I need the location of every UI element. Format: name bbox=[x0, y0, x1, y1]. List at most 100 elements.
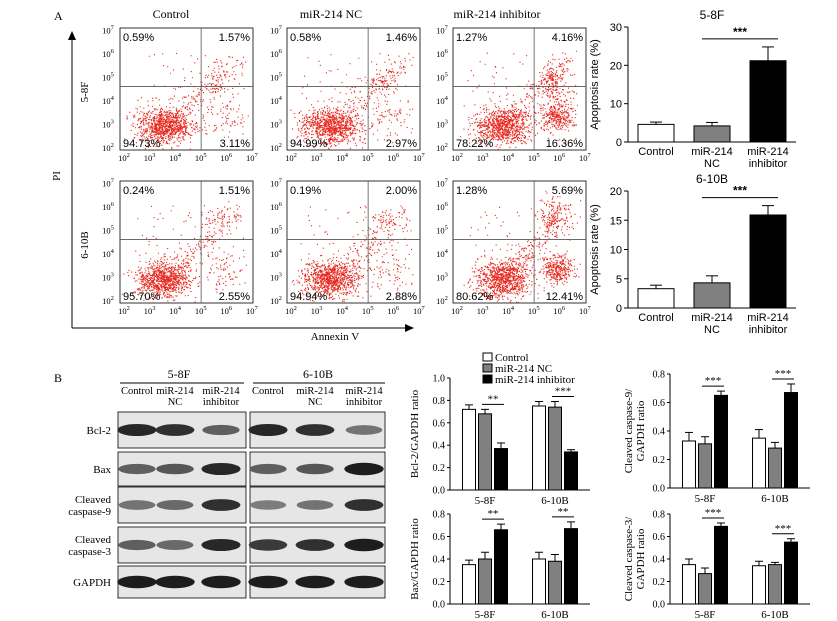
x-tick-label: 102 bbox=[451, 152, 463, 163]
y-tick-label: 5 bbox=[616, 274, 622, 286]
category-label: 5-8F bbox=[695, 609, 716, 621]
flow-column-label-control: Control bbox=[153, 7, 190, 21]
wb-band bbox=[248, 423, 288, 437]
category-label: inhibitor bbox=[749, 324, 788, 336]
y-tick-label: 107 bbox=[436, 178, 449, 189]
cleaved-caspase3-ratio-chart: 0.0 0.2 0.4 0.6 0.8 Cleaved caspase-3/GAPDH r… bbox=[623, 507, 810, 621]
legend-swatch-nc bbox=[482, 363, 493, 373]
y-tick-label: 0 bbox=[616, 303, 622, 315]
chart-title: 5-8F bbox=[700, 8, 725, 22]
bar bbox=[749, 214, 787, 309]
flow-column-label-nc: miR-214 NC bbox=[300, 7, 362, 21]
quadrant-lower-left-value: 80.62% bbox=[456, 291, 494, 303]
bar bbox=[714, 525, 728, 605]
quadrant-upper-left-value: 0.59% bbox=[123, 32, 154, 44]
x-tick-label: 107 bbox=[579, 305, 592, 316]
x-tick-label: 103 bbox=[144, 305, 156, 316]
x-tick-label: 102 bbox=[118, 152, 130, 163]
wb-lane-label: Control bbox=[121, 386, 153, 397]
y-axis-label: Bax/GAPDH ratio bbox=[409, 518, 421, 600]
category-label: 5-8F bbox=[475, 495, 496, 507]
bar bbox=[682, 440, 696, 489]
y-axis-label: Cleaved caspase-9/ bbox=[623, 388, 635, 474]
wb-lane-label: NC bbox=[308, 397, 323, 408]
wb-band bbox=[249, 463, 287, 475]
y-tick-label: 0.2 bbox=[433, 577, 446, 588]
x-tick-label: 106 bbox=[553, 152, 566, 163]
y-axis-label: Apoptosis rate (%) bbox=[589, 204, 601, 294]
y-tick-label: 10 bbox=[610, 245, 622, 257]
x-tick-label: 107 bbox=[413, 152, 426, 163]
wb-band bbox=[155, 424, 195, 436]
wb-band bbox=[201, 462, 241, 476]
wb-band-label: Bax bbox=[93, 464, 111, 476]
y-tick-label: 107 bbox=[436, 25, 449, 36]
wb-band bbox=[344, 462, 384, 476]
x-tick-label: 105 bbox=[195, 305, 207, 316]
y-tick-label: 106 bbox=[270, 48, 283, 59]
wb-band bbox=[201, 575, 241, 589]
y-axis-label: GAPDH ratio bbox=[635, 400, 647, 461]
wb-lane-label: Control bbox=[252, 386, 284, 397]
x-tick-label: 103 bbox=[477, 305, 489, 316]
bcl2-ratio-chart: 0.0 0.2 0.4 0.6 0.8 1.0 Bcl-2/GAPDH ratio 5-8F *… bbox=[409, 374, 590, 507]
significance-marker: *** bbox=[775, 523, 792, 535]
y-tick-label: 0.0 bbox=[433, 486, 446, 497]
x-tick-label: 107 bbox=[413, 305, 426, 316]
chart-title: 6-10B bbox=[696, 172, 728, 186]
y-tick-label: 103 bbox=[270, 119, 282, 130]
quadrant-upper-right-value: 1.46% bbox=[386, 32, 417, 44]
flow-dots bbox=[460, 50, 578, 150]
quadrant-upper-right-value: 5.69% bbox=[552, 185, 583, 197]
x-tick-label: 103 bbox=[311, 152, 323, 163]
x-tick-label: 106 bbox=[553, 305, 566, 316]
quadrant-upper-right-value: 4.16% bbox=[552, 32, 583, 44]
x-tick-label: 107 bbox=[579, 152, 592, 163]
x-tick-label: 106 bbox=[387, 152, 400, 163]
wb-lane-label: NC bbox=[168, 397, 183, 408]
quadrant-lower-left-value: 94.94% bbox=[290, 291, 328, 303]
bar bbox=[462, 564, 476, 605]
western-blot-panel: 5-8F 6-10B Control miR-214NCmiR-214inhibi… bbox=[68, 367, 386, 599]
legend: Control miR-214 NC miR-214 inhibitor bbox=[482, 352, 575, 386]
wb-band bbox=[295, 539, 335, 551]
significance-marker: *** bbox=[555, 386, 572, 398]
category-label: miR-214 bbox=[691, 146, 733, 158]
wb-cell-line-6-10b: 6-10B bbox=[303, 367, 333, 381]
wb-band bbox=[345, 425, 383, 435]
flow-cytometry-panel: PI Annexin V 5-8F 6-10B Control miR-214 … bbox=[51, 7, 592, 343]
wb-band bbox=[295, 424, 335, 436]
x-tick-label: 104 bbox=[169, 152, 182, 163]
flow-row-label-5-8f: 5-8F bbox=[79, 82, 91, 103]
y-tick-label: 104 bbox=[436, 95, 449, 106]
bar bbox=[768, 564, 782, 605]
x-tick-label: 105 bbox=[362, 152, 374, 163]
y-tick-label: 10 bbox=[610, 99, 622, 111]
wb-lane-label: inhibitor bbox=[346, 397, 383, 408]
bar bbox=[637, 288, 675, 309]
wb-band bbox=[117, 423, 157, 437]
bar bbox=[548, 560, 562, 605]
y-tick-label: 0.8 bbox=[653, 510, 666, 521]
bar bbox=[749, 60, 787, 143]
wb-band bbox=[117, 575, 157, 589]
bar bbox=[752, 565, 766, 605]
flow-plot-frame bbox=[286, 27, 421, 151]
flow-plot: 1.27% 4.16% 78.22% 16.36% 102 103 104 105 106 107… bbox=[436, 25, 591, 163]
category-label: miR-214 bbox=[747, 146, 789, 158]
y-tick-label: 0.4 bbox=[653, 555, 666, 566]
significance-marker: ** bbox=[558, 506, 569, 518]
bar bbox=[682, 564, 696, 605]
y-tick-label: 106 bbox=[436, 201, 449, 212]
wb-band bbox=[202, 424, 240, 436]
quadrant-lower-right-value: 2.88% bbox=[386, 291, 417, 303]
bar bbox=[494, 448, 508, 491]
quadrant-lower-right-value: 3.11% bbox=[220, 138, 251, 150]
y-tick-label: 0.2 bbox=[433, 463, 446, 474]
wb-lane-label: miR-214 bbox=[202, 386, 240, 397]
wb-band bbox=[156, 500, 194, 510]
wb-band bbox=[295, 575, 335, 589]
category-label: miR-214 bbox=[747, 312, 789, 324]
bar bbox=[693, 282, 731, 309]
y-tick-label: 106 bbox=[436, 48, 449, 59]
